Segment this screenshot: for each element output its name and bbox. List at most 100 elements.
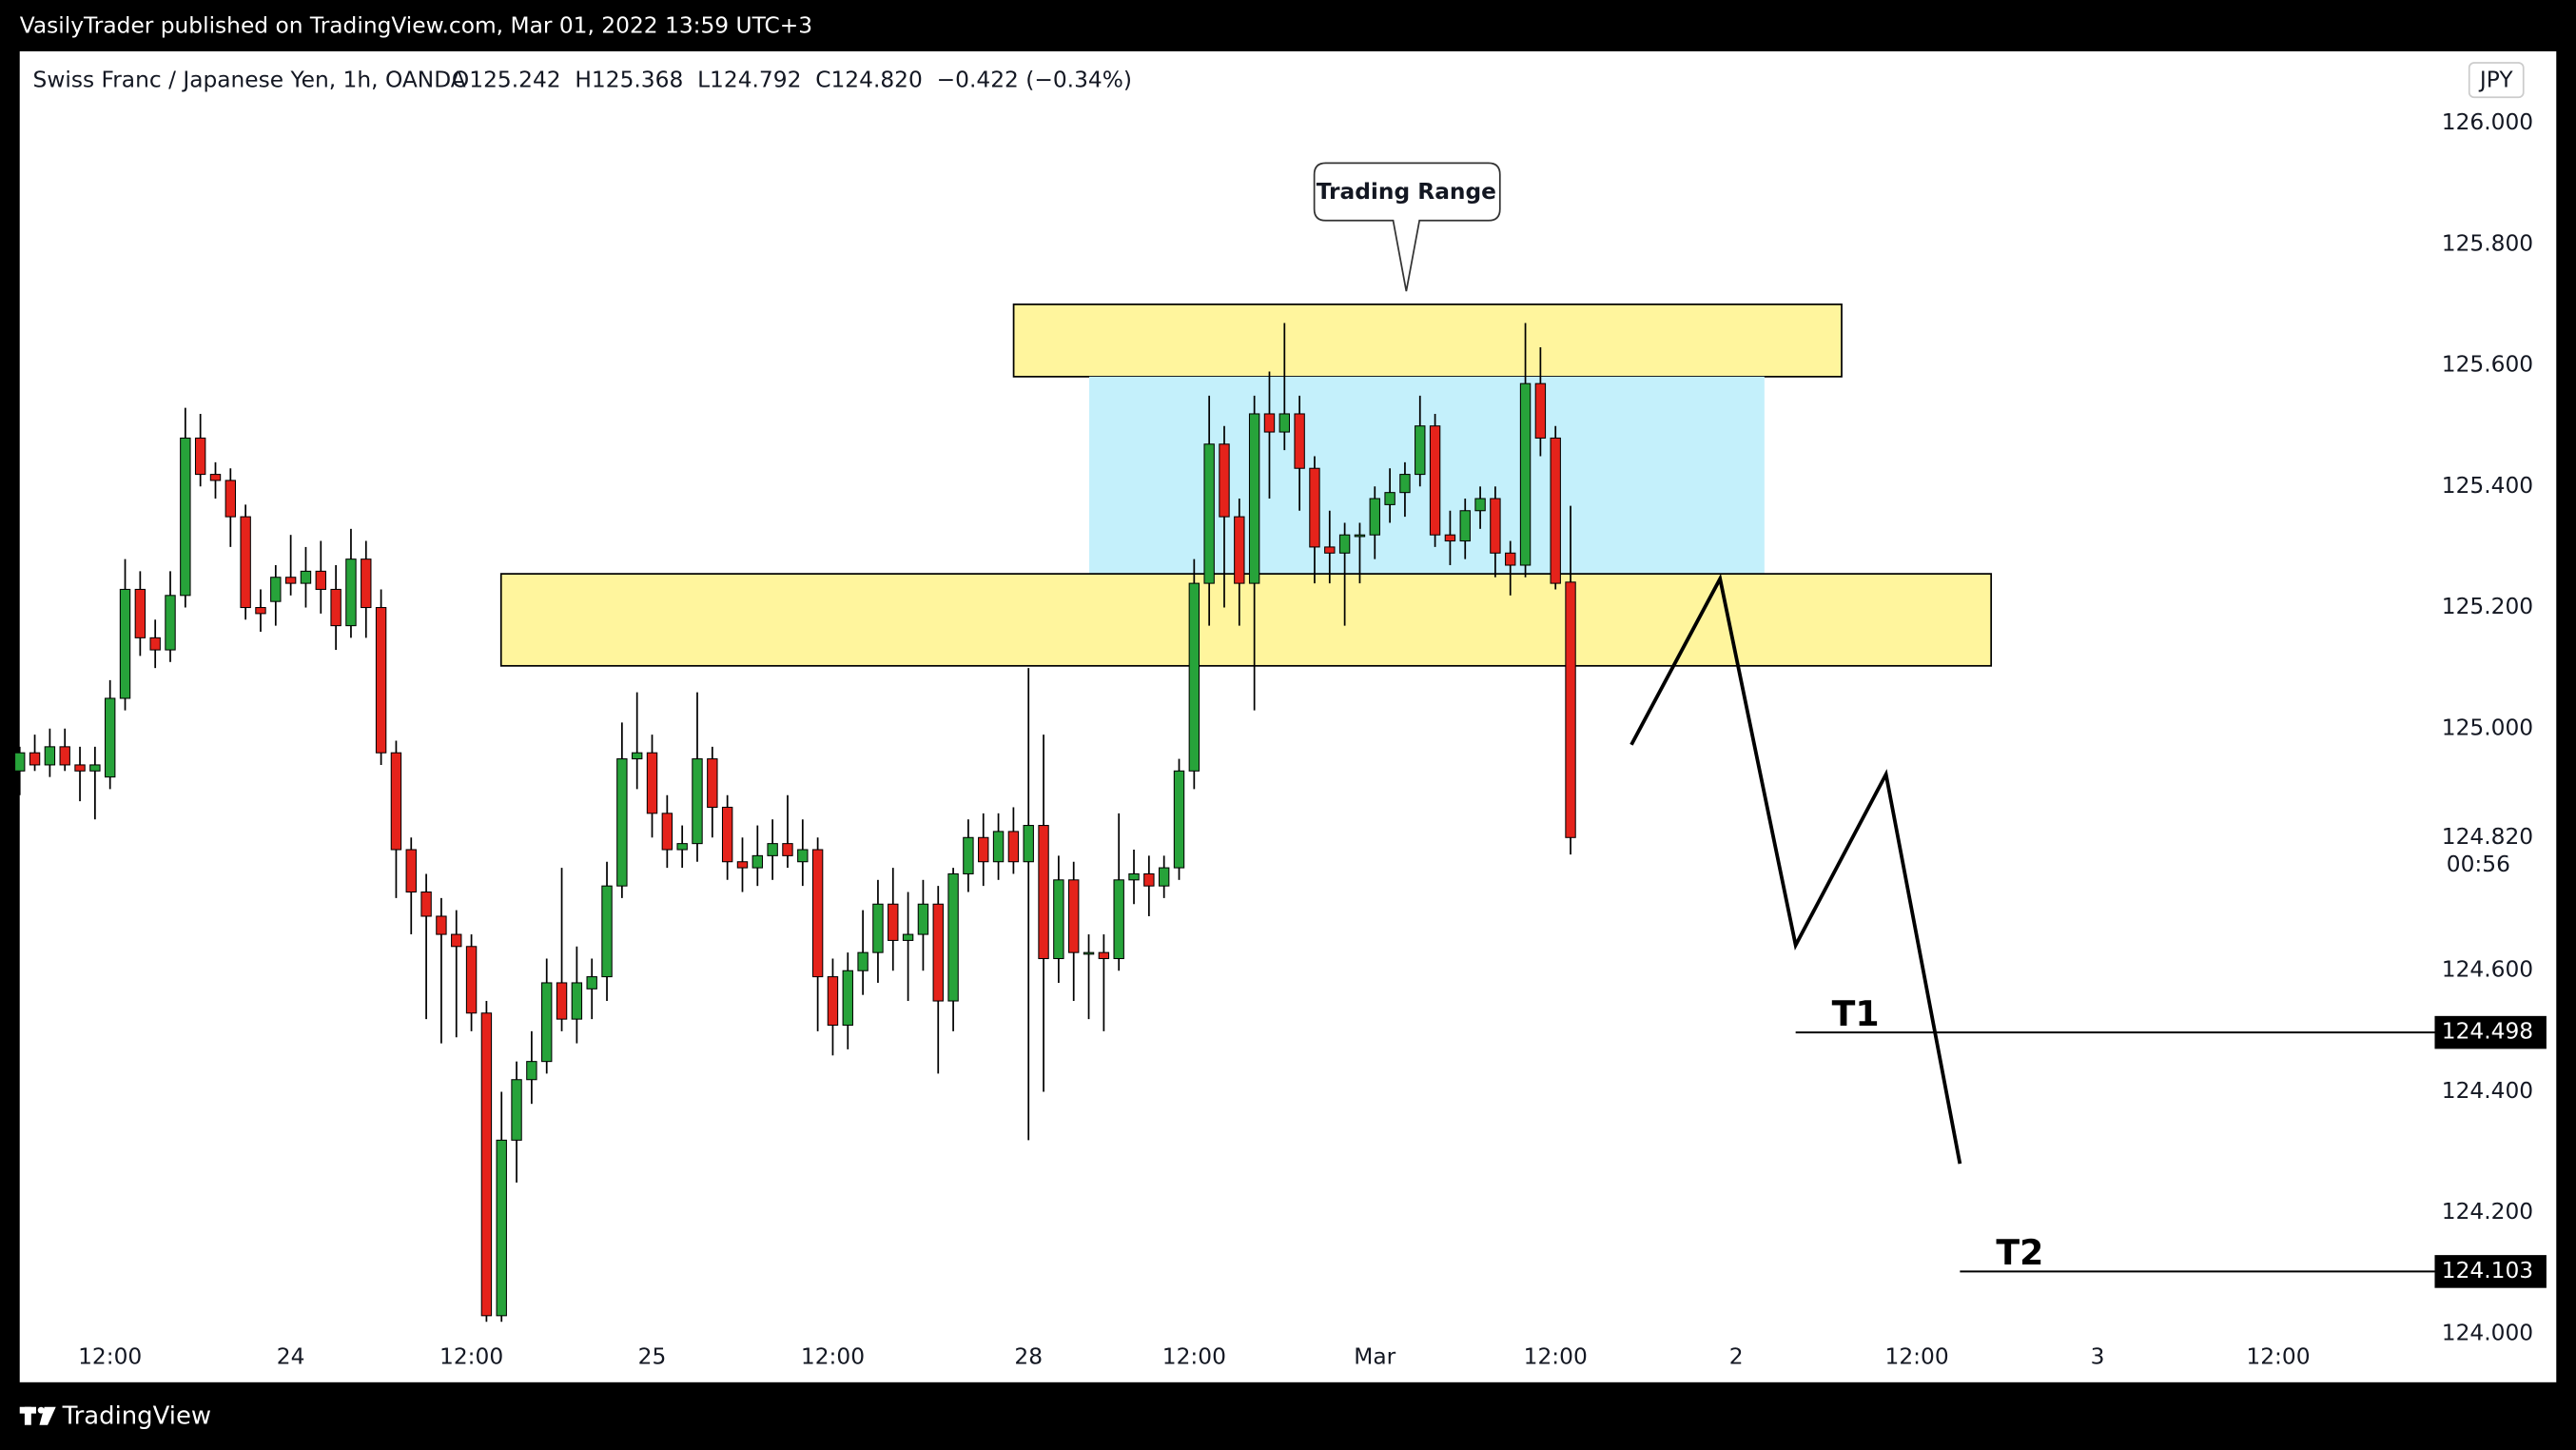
target-price-box	[2434, 1015, 2547, 1049]
logo-icon	[19, 1406, 56, 1425]
candle-body	[1173, 770, 1185, 869]
candle-body	[1309, 467, 1320, 548]
x-tick-label: 28	[1014, 1343, 1043, 1369]
candle-body	[1128, 872, 1140, 881]
x-tick-label: 12:00	[2246, 1343, 2310, 1369]
candle-body	[1263, 413, 1276, 433]
published-line: VasilyTrader published on TradingView.co…	[20, 13, 812, 39]
y-tick-label: 125.400	[2442, 473, 2533, 499]
candle-body	[1550, 437, 1561, 584]
candle-body	[134, 588, 146, 638]
y-tick-label: 124.000	[2442, 1320, 2533, 1345]
candle-body	[857, 951, 868, 971]
candle-body	[390, 752, 402, 851]
countdown: 00:56	[2447, 852, 2510, 877]
candle-body	[917, 903, 929, 935]
candle-body	[1399, 474, 1411, 494]
candle-body	[29, 752, 41, 766]
candle-body	[1219, 443, 1230, 518]
candle-body	[345, 558, 357, 627]
candle-body	[180, 437, 191, 597]
candle-body	[1113, 879, 1124, 960]
candle-body	[601, 885, 613, 978]
candle-body	[1338, 534, 1351, 554]
candle-body	[315, 570, 326, 590]
currency-box	[2468, 62, 2525, 99]
x-tick-label: 3	[2091, 1343, 2105, 1369]
candle-body	[1278, 413, 1291, 433]
candle-body	[1038, 825, 1049, 960]
x-tick-label: 12:00	[801, 1343, 865, 1369]
candle-body	[541, 982, 553, 1063]
candle-body	[692, 758, 703, 845]
x-tick-label: 12:00	[439, 1343, 503, 1369]
candle-body	[240, 516, 251, 609]
candle-body	[571, 982, 583, 1020]
target-price: 124.498	[2442, 1019, 2533, 1045]
x-tick-label: 12:00	[1162, 1343, 1226, 1369]
y-tick-label: 124.400	[2442, 1078, 2533, 1104]
candle-body	[902, 933, 914, 941]
plot	[14, 304, 1993, 1323]
x-tick-label: 2	[1729, 1343, 1744, 1369]
callout-text: Trading Range	[1317, 179, 1496, 205]
range-zone	[1089, 376, 1765, 575]
currency: JPY	[2478, 68, 2513, 93]
symbol: Swiss Franc / Japanese Yen, 1h, OANDA	[33, 68, 466, 93]
candle-body	[676, 843, 688, 851]
candle-body	[224, 480, 237, 518]
candle-body	[631, 752, 643, 760]
candle-body	[89, 764, 101, 772]
candle-body	[1354, 534, 1366, 538]
y-tick-label: 124.200	[2442, 1199, 2533, 1225]
candle-body	[1053, 879, 1064, 960]
resistance-zone	[1012, 304, 1843, 378]
candle-body	[1429, 425, 1441, 536]
candle-body	[1023, 825, 1034, 863]
candle-body	[1459, 510, 1471, 542]
candle-body	[1565, 581, 1576, 838]
candle-body	[375, 607, 387, 754]
candle-body	[707, 758, 718, 808]
candle-body	[797, 849, 809, 863]
candle-body	[1294, 413, 1305, 469]
chart-area	[19, 50, 2557, 1382]
candle-body	[842, 970, 853, 1027]
candle-body	[827, 976, 839, 1027]
candle-body	[1324, 546, 1336, 554]
candle-body	[104, 697, 116, 778]
target-price: 124.103	[2442, 1258, 2533, 1283]
x-tick-label: 24	[277, 1343, 305, 1369]
candle-body	[1083, 951, 1095, 955]
candle-body	[451, 933, 462, 948]
callout	[1313, 162, 1501, 292]
candle-body	[74, 764, 86, 772]
candle-body	[1505, 552, 1516, 566]
candle-body	[646, 752, 658, 814]
candle-body	[767, 843, 778, 856]
candle-body	[526, 1061, 537, 1081]
candle-body	[556, 982, 568, 1020]
x-tick-label: 12:00	[1885, 1343, 1949, 1369]
candle-body	[1143, 872, 1155, 887]
candle-body	[59, 746, 70, 766]
y-tick-label: 125.200	[2442, 594, 2533, 619]
y-tick-label: 125.800	[2442, 230, 2533, 256]
candle-body	[480, 1012, 493, 1317]
candle-body	[194, 437, 206, 476]
candle-body	[992, 831, 1005, 863]
candle-body	[1234, 516, 1245, 584]
y-tick-label: 125.600	[2442, 352, 2533, 378]
candle-body	[1007, 831, 1020, 863]
candle-body	[978, 836, 989, 863]
candle-body	[782, 843, 793, 856]
support-zone	[499, 573, 1993, 667]
candle-body	[465, 946, 478, 1014]
candle-body	[1534, 382, 1547, 439]
candle-body	[270, 577, 282, 602]
y-tick-label: 124.600	[2442, 957, 2533, 983]
candle-body	[1369, 498, 1380, 536]
candle-body	[496, 1139, 507, 1317]
candle-body	[44, 746, 56, 766]
candle-body	[1474, 498, 1486, 512]
